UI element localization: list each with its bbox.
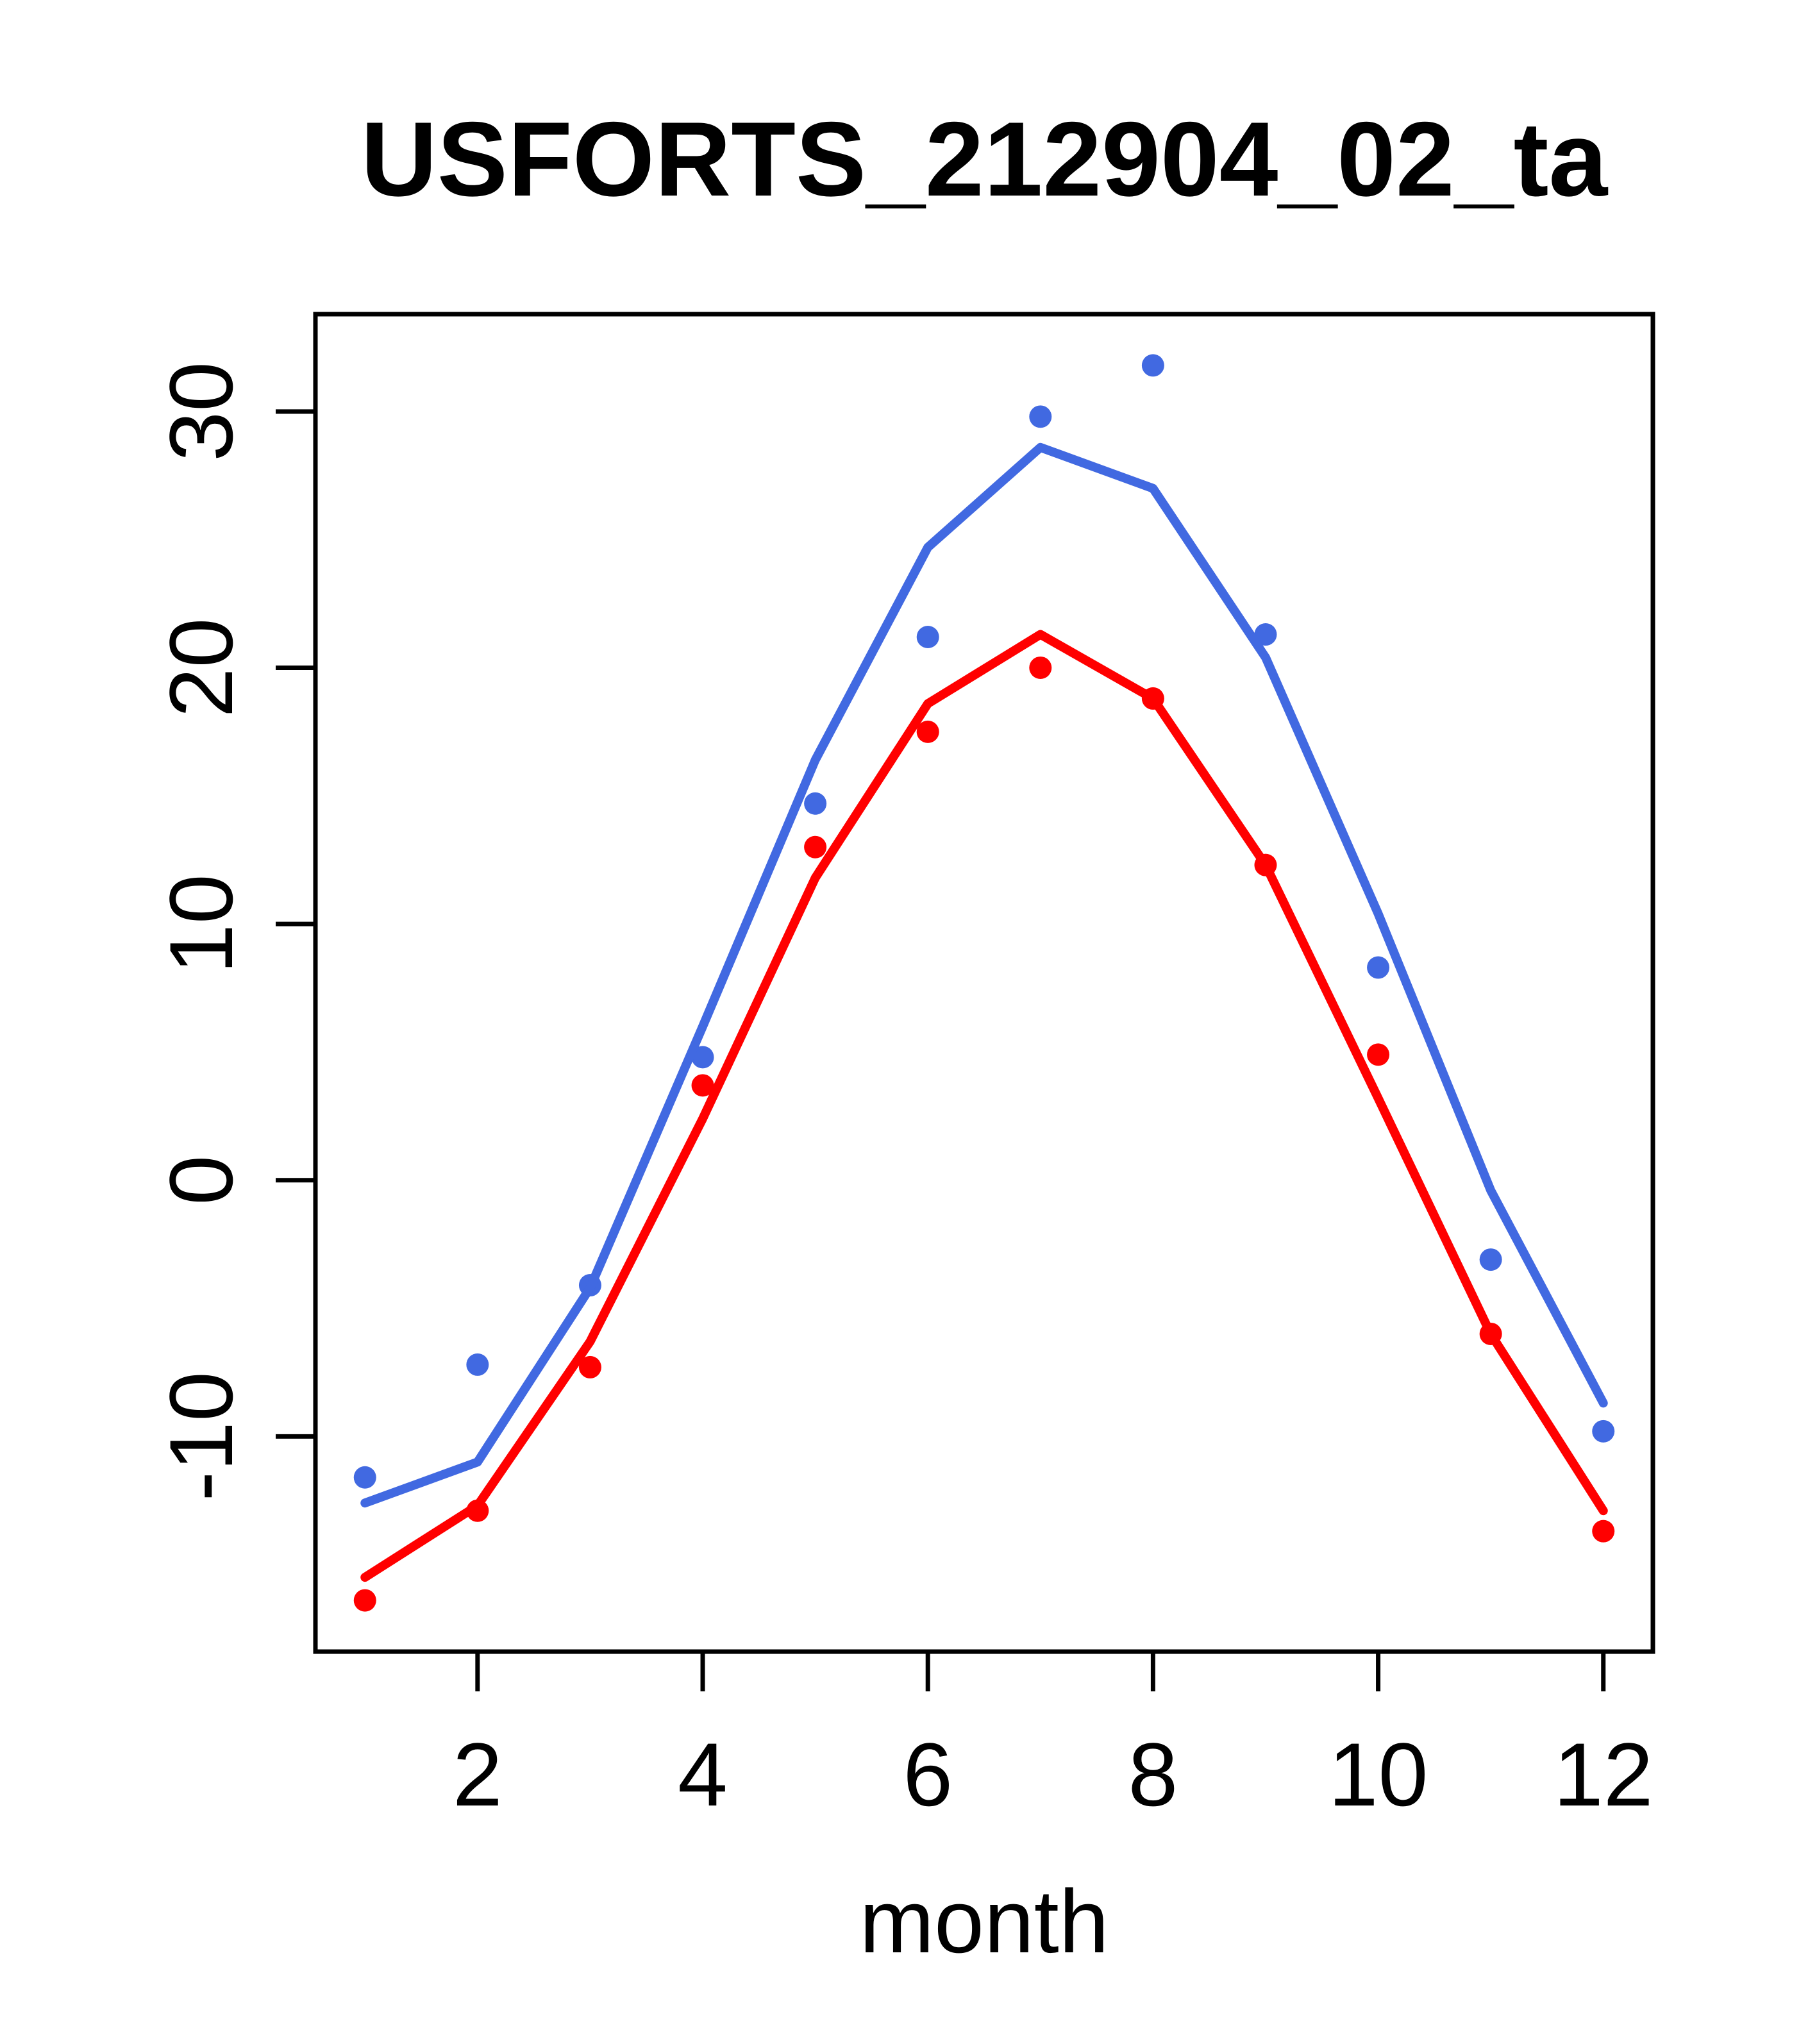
red-line: [360, 630, 1608, 1582]
blue-points-dot: [1479, 1248, 1502, 1271]
blue-points-dot: [804, 792, 827, 815]
chart-title: USFORTS_212904_02_ta: [361, 100, 1609, 218]
y-tick-label: 30: [151, 362, 251, 462]
plot-axes: 2 4 6 8 10 12 -10 0 10 20 30: [151, 312, 1655, 1825]
red-points-dot: [691, 1074, 714, 1097]
red-points-dot: [916, 720, 939, 743]
blue-line: [360, 442, 1608, 1508]
plot-series: [353, 354, 1615, 1612]
blue-points-dot: [353, 1466, 376, 1489]
y-tick-label: 0: [151, 1155, 251, 1205]
red-points-dot: [353, 1589, 376, 1612]
x-tick-label: 12: [1553, 1724, 1654, 1825]
blue-points-dot: [1254, 623, 1277, 646]
blue-points-dot: [1592, 1420, 1615, 1443]
y-tick-label: 10: [151, 874, 251, 974]
blue-points-dot: [691, 1046, 714, 1069]
x-tick-label: 8: [1128, 1724, 1178, 1825]
blue-points-dot: [916, 626, 939, 649]
y-tick-label: -10: [151, 1371, 251, 1501]
red-points-dot: [578, 1355, 601, 1378]
x-tick-label: 2: [453, 1724, 503, 1825]
red-points-dot: [1592, 1520, 1615, 1543]
blue-points-dot: [1367, 956, 1390, 979]
x-axis-label: month: [859, 1871, 1109, 1972]
y-tick-label: 20: [151, 618, 251, 718]
red-points: [353, 656, 1615, 1612]
plot-box: [313, 312, 1655, 1654]
red-points-dot: [1367, 1043, 1390, 1066]
red-points-dot: [1029, 656, 1052, 679]
blue-points-dot: [1029, 405, 1052, 428]
x-tick-label: 4: [678, 1724, 728, 1825]
red-points-dot: [804, 835, 827, 859]
x-tick-label: 10: [1328, 1724, 1428, 1825]
x-tick-label: 6: [903, 1724, 953, 1825]
blue-points-dot: [466, 1353, 489, 1376]
blue-points-dot: [1141, 354, 1164, 377]
blue-points: [353, 354, 1615, 1489]
